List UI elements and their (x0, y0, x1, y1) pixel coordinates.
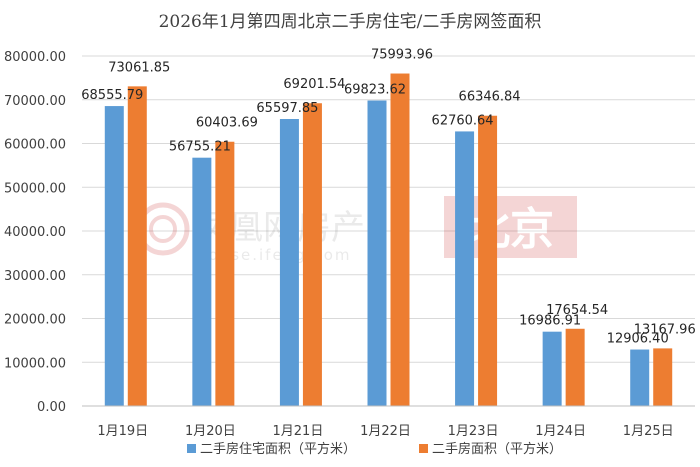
bar (653, 348, 673, 406)
y-tick-label: 30000.00 (4, 269, 66, 284)
legend-swatch (419, 444, 428, 453)
y-tick-label: 10000.00 (4, 356, 66, 371)
bar (215, 141, 235, 406)
data-label: 56755.21 (169, 140, 231, 155)
bar (565, 328, 585, 406)
y-tick-label: 40000.00 (4, 225, 66, 240)
bars (104, 73, 673, 407)
data-label: 60403.69 (196, 116, 258, 131)
data-label: 62760.64 (432, 113, 494, 128)
data-label: 69201.54 (283, 77, 345, 92)
y-tick-label: 20000.00 (4, 313, 66, 328)
bar (279, 119, 299, 407)
data-label: 68555.79 (81, 88, 143, 103)
data-label: 16986.91 (519, 314, 581, 329)
x-tick-label: 1月20日 (185, 424, 236, 439)
x-tick-label: 1月25日 (623, 424, 674, 439)
legend: 二手房住宅面积（平方米） 二手房面积（平方米） (187, 441, 562, 457)
data-label: 75993.96 (371, 48, 433, 63)
x-axis-ticks: 1月19日 1月20日 1月21日 1月22日 1月23日 1月24日 1月25日 (97, 424, 673, 439)
data-label: 66346.84 (459, 90, 521, 105)
bar (630, 349, 650, 406)
bar (478, 115, 498, 406)
y-tick-label: 0.00 (37, 400, 66, 415)
x-tick-label: 1月23日 (448, 424, 499, 439)
bar (127, 86, 147, 407)
bar (390, 73, 410, 406)
data-label: 17654.54 (546, 303, 608, 318)
bar (455, 131, 475, 407)
data-label: 12906.40 (607, 332, 669, 347)
gridlines (82, 55, 695, 363)
data-label: 69823.62 (344, 83, 406, 98)
legend-label: 二手房住宅面积（平方米） (200, 441, 356, 457)
bar (367, 100, 387, 406)
x-tick-label: 1月19日 (97, 424, 148, 439)
bar (542, 331, 562, 406)
y-tick-label: 60000.00 (4, 138, 66, 153)
legend-swatch (187, 444, 196, 453)
x-tick-label: 1月24日 (535, 424, 586, 439)
legend-label: 二手房面积（平方米） (432, 441, 562, 457)
bar (192, 157, 212, 406)
y-tick-label: 80000.00 (4, 50, 66, 65)
data-label: 65597.85 (256, 101, 318, 116)
x-tick-label: 1月21日 (273, 424, 324, 439)
x-tick-label: 1月22日 (360, 424, 411, 439)
chart-title: 2026年1月第四周北京二手房住宅/二手房网签面积 (159, 12, 542, 32)
bar (104, 106, 124, 406)
y-tick-label: 50000.00 (4, 181, 66, 196)
data-label: 73061.85 (108, 60, 170, 75)
y-axis-ticks: 0.00 10000.00 20000.00 30000.00 40000.00 5000… (4, 50, 66, 415)
bar (302, 103, 322, 407)
data-label: 13167.96 (634, 322, 696, 337)
data-labels: 68555.79 73061.85 56755.21 60403.6965597.85… (81, 48, 695, 347)
y-tick-label: 70000.00 (4, 94, 66, 109)
